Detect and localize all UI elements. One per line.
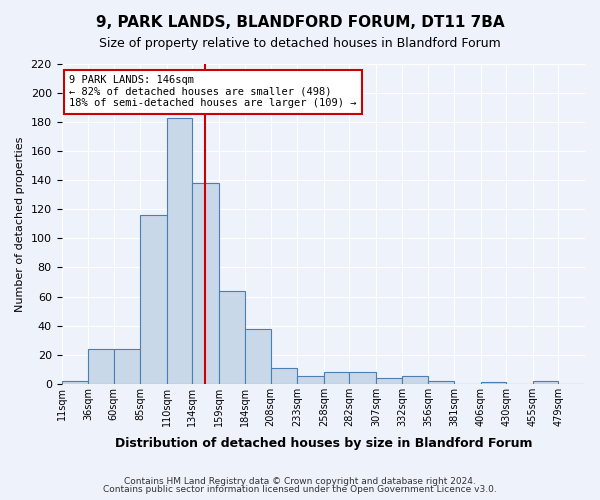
Text: 9, PARK LANDS, BLANDFORD FORUM, DT11 7BA: 9, PARK LANDS, BLANDFORD FORUM, DT11 7BA <box>95 15 505 30</box>
Bar <box>376 378 403 384</box>
Bar <box>245 328 271 384</box>
Bar <box>324 372 349 384</box>
Y-axis label: Number of detached properties: Number of detached properties <box>15 136 25 312</box>
Text: Contains public sector information licensed under the Open Government Licence v3: Contains public sector information licen… <box>103 485 497 494</box>
Bar <box>403 376 428 384</box>
Bar <box>167 118 192 384</box>
Bar <box>62 381 88 384</box>
Text: Contains HM Land Registry data © Crown copyright and database right 2024.: Contains HM Land Registry data © Crown c… <box>124 477 476 486</box>
Text: Size of property relative to detached houses in Blandford Forum: Size of property relative to detached ho… <box>99 38 501 51</box>
Bar <box>349 372 376 384</box>
Bar <box>218 290 245 384</box>
Bar <box>140 215 167 384</box>
Bar <box>192 183 218 384</box>
Bar <box>88 349 113 384</box>
Bar <box>271 368 297 384</box>
Bar <box>533 381 559 384</box>
Text: 9 PARK LANDS: 146sqm
← 82% of detached houses are smaller (498)
18% of semi-deta: 9 PARK LANDS: 146sqm ← 82% of detached h… <box>70 75 357 108</box>
Bar <box>481 382 506 384</box>
Bar <box>297 376 324 384</box>
Bar <box>113 349 140 384</box>
X-axis label: Distribution of detached houses by size in Blandford Forum: Distribution of detached houses by size … <box>115 437 532 450</box>
Bar <box>428 381 454 384</box>
